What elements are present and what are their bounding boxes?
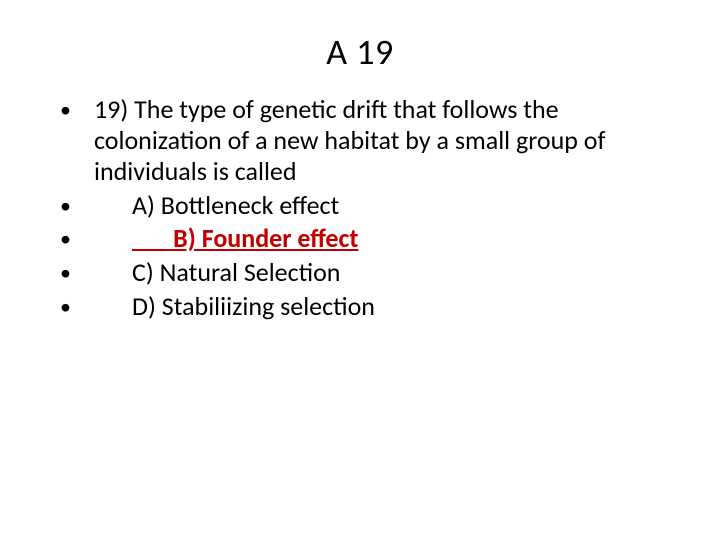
- option-row-d: • D) Stabiliizing selection: [60, 291, 680, 323]
- bullet-icon: •: [60, 257, 94, 289]
- bullet-icon: •: [60, 190, 94, 222]
- option-c: C) Natural Selection: [94, 257, 680, 288]
- slide-body: • 19) The type of genetic drift that fol…: [0, 94, 720, 323]
- question-text: 19) The type of genetic drift that follo…: [94, 94, 680, 188]
- slide: A 19 • 19) The type of genetic drift tha…: [0, 0, 720, 540]
- option-a: A) Bottleneck effect: [94, 190, 680, 221]
- bullet-icon: •: [60, 223, 94, 255]
- option-b: B) Founder effect: [94, 223, 680, 254]
- option-row-a: • A) Bottleneck effect: [60, 190, 680, 222]
- option-row-b: • B) Founder effect: [60, 223, 680, 255]
- slide-title: A 19: [0, 0, 720, 94]
- bullet-icon: •: [60, 94, 94, 126]
- bullet-icon: •: [60, 291, 94, 323]
- option-row-c: • C) Natural Selection: [60, 257, 680, 289]
- option-d: D) Stabiliizing selection: [94, 291, 680, 322]
- question-row: • 19) The type of genetic drift that fol…: [60, 94, 680, 188]
- option-b-text: B) Founder effect: [173, 222, 358, 254]
